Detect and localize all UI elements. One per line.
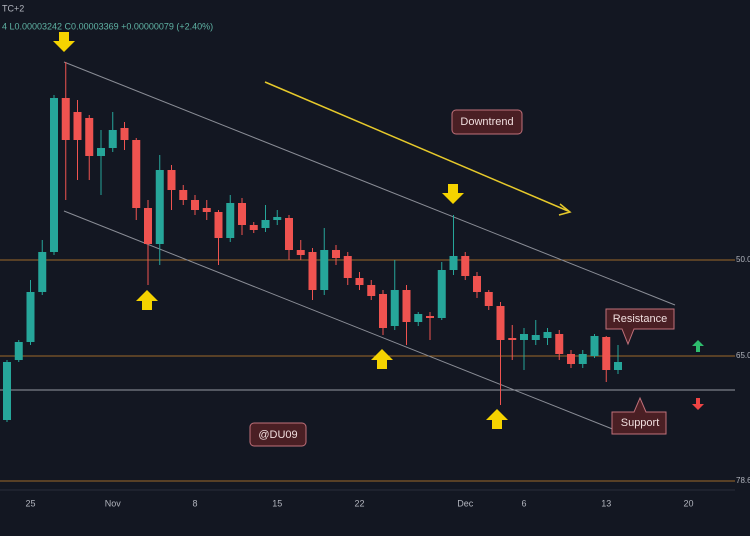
candle-body bbox=[132, 140, 141, 208]
candle-body bbox=[555, 334, 564, 354]
channel-lower bbox=[63, 210, 621, 433]
up-arrow bbox=[136, 290, 158, 310]
candle-body bbox=[238, 203, 246, 225]
x-tick-label: 25 bbox=[25, 498, 35, 508]
symbol: TC+2 bbox=[2, 3, 24, 13]
trend-arrow bbox=[264, 81, 569, 212]
candle-body bbox=[202, 208, 211, 212]
candle-body bbox=[226, 203, 235, 238]
candles bbox=[3, 62, 622, 422]
support-label: Support bbox=[621, 417, 660, 429]
candle-body bbox=[473, 276, 481, 292]
x-tick-label: 22 bbox=[354, 498, 364, 508]
candle-body bbox=[14, 342, 23, 360]
down-signal bbox=[692, 398, 704, 410]
level-label: 50.0 bbox=[736, 255, 750, 264]
candle-body bbox=[61, 98, 70, 140]
x-axis-labels: 25 Nov 8 15 22 Dec 6 13 20 bbox=[25, 498, 693, 508]
candle-body bbox=[73, 112, 82, 140]
candle-body bbox=[402, 290, 411, 322]
x-tick-label: 15 bbox=[272, 498, 282, 508]
candle-body bbox=[590, 336, 599, 356]
candle-body bbox=[520, 334, 528, 340]
up-arrow bbox=[486, 409, 508, 429]
candle-body bbox=[320, 250, 329, 290]
candle-body bbox=[308, 252, 317, 290]
candle-body bbox=[155, 170, 164, 244]
candle-body bbox=[249, 225, 258, 230]
candle-body bbox=[367, 285, 376, 296]
x-tick-label: 8 bbox=[192, 498, 197, 508]
candle-body bbox=[414, 314, 423, 322]
candle-body bbox=[179, 190, 188, 200]
labels: Downtrend Resistance Support @DU09 bbox=[249, 109, 675, 447]
resistance-label: Resistance bbox=[613, 313, 667, 325]
down-arrow bbox=[442, 184, 464, 204]
candle-body bbox=[332, 250, 340, 258]
candle-body bbox=[426, 316, 434, 318]
candle-body bbox=[567, 354, 575, 364]
ohlc-info: 4 L0.00003242 C0.00003369 +0.00000079 (+… bbox=[2, 21, 213, 31]
candle-body bbox=[38, 252, 47, 292]
candle-body bbox=[508, 338, 517, 340]
candle-body bbox=[85, 118, 94, 156]
up-arrow bbox=[371, 349, 393, 369]
candle-body bbox=[531, 335, 540, 340]
candle-body bbox=[108, 130, 117, 148]
candle-body bbox=[437, 270, 446, 318]
candle-body bbox=[296, 250, 305, 255]
downtrend-label: Downtrend bbox=[460, 116, 513, 128]
candle-body bbox=[191, 200, 199, 210]
x-tick-label: Nov bbox=[105, 498, 122, 508]
candle-body bbox=[543, 332, 552, 338]
candle-body bbox=[261, 220, 270, 228]
candle-body bbox=[343, 256, 352, 278]
candle-body bbox=[97, 148, 105, 156]
label-box bbox=[451, 109, 523, 135]
label-box bbox=[249, 422, 307, 447]
candle-body bbox=[578, 354, 587, 364]
x-tick-label: Dec bbox=[457, 498, 474, 508]
x-tick-label: 13 bbox=[601, 498, 611, 508]
candle-body bbox=[484, 292, 493, 306]
candle-body bbox=[144, 208, 152, 244]
watermark: @DU09 bbox=[258, 429, 297, 441]
candle-body bbox=[602, 337, 611, 370]
candle-body bbox=[273, 217, 282, 220]
candle-body bbox=[461, 256, 470, 276]
candle-body bbox=[379, 294, 387, 328]
level-label: 65.0 bbox=[736, 351, 750, 360]
x-tick-label: 6 bbox=[521, 498, 526, 508]
candle-body bbox=[285, 218, 293, 250]
up-signal bbox=[692, 340, 704, 352]
candle-body bbox=[390, 290, 399, 326]
x-tick-label: 20 bbox=[683, 498, 693, 508]
trend-arrow-head bbox=[558, 203, 572, 216]
candle-body bbox=[50, 98, 58, 252]
candle-body bbox=[214, 212, 223, 238]
candle-body bbox=[449, 256, 458, 270]
candle-body bbox=[614, 362, 622, 370]
label-box bbox=[605, 308, 675, 346]
candle-body bbox=[167, 170, 176, 190]
markers bbox=[53, 32, 508, 429]
candle-body bbox=[26, 292, 35, 342]
candle-body bbox=[496, 306, 505, 340]
channel-upper bbox=[63, 61, 676, 306]
candle-body bbox=[3, 362, 11, 420]
down-arrow bbox=[53, 32, 75, 52]
levels: 50.0 65.0 78.6 bbox=[0, 255, 750, 485]
candle-body bbox=[355, 278, 364, 285]
candle-body bbox=[120, 128, 129, 140]
label-box bbox=[611, 396, 667, 435]
level-label: 78.6 bbox=[736, 476, 750, 485]
